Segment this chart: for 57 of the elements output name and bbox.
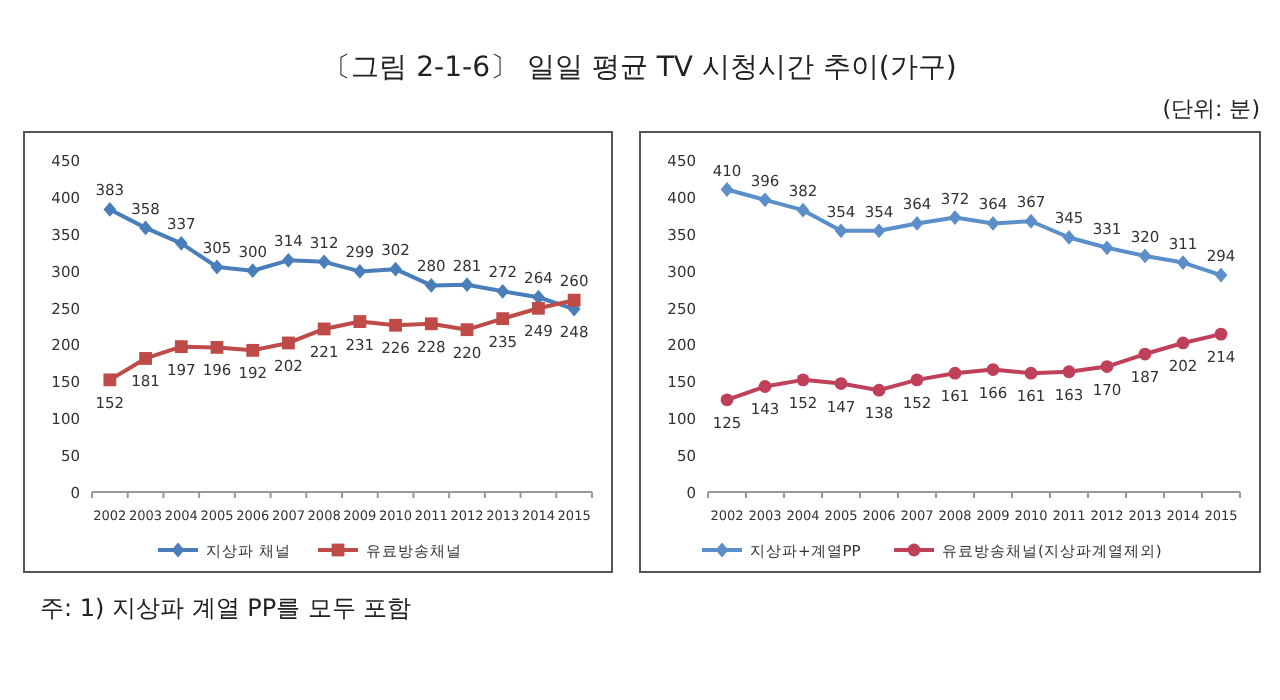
point [424, 278, 438, 293]
point [246, 343, 260, 357]
point [282, 252, 295, 268]
point [1062, 230, 1076, 245]
point [424, 317, 438, 331]
point [986, 216, 1000, 231]
point [210, 341, 224, 354]
point [1024, 366, 1038, 380]
point [796, 373, 810, 387]
text: (단위: 분) [1162, 96, 1260, 122]
point [139, 352, 152, 365]
point [1176, 336, 1190, 350]
point [210, 259, 224, 275]
point [532, 301, 545, 315]
point [174, 340, 188, 354]
point [460, 323, 474, 337]
point [834, 377, 848, 390]
point [389, 318, 402, 332]
point [758, 380, 772, 393]
point [1176, 255, 1190, 270]
point [246, 263, 260, 279]
point [948, 210, 962, 225]
text: 주: 1) 지상파 계열 PP를 모두 포함 [40, 594, 412, 622]
point [389, 261, 402, 277]
point [948, 366, 962, 380]
point [496, 312, 510, 326]
point [1024, 213, 1038, 229]
point [1062, 365, 1076, 379]
point [1100, 240, 1114, 256]
point [1138, 248, 1152, 264]
point [1138, 347, 1152, 361]
point [174, 235, 188, 251]
point [353, 264, 367, 279]
chart-title: 〔그림 2-1-6〕 일일 평균 TV 시청시간 추이(가구) [323, 52, 957, 84]
point [1100, 360, 1114, 373]
point [1214, 267, 1228, 283]
point [282, 336, 295, 350]
point [496, 283, 510, 299]
point [317, 322, 331, 336]
point [910, 216, 924, 231]
point [1214, 327, 1228, 341]
point [720, 182, 734, 197]
point [139, 220, 152, 236]
point [910, 373, 924, 387]
point [103, 373, 117, 387]
point [758, 192, 772, 208]
point [872, 383, 886, 397]
point [103, 202, 117, 217]
point [460, 277, 474, 293]
point [986, 363, 1000, 376]
point [353, 315, 367, 328]
point [872, 223, 886, 239]
point [317, 254, 331, 270]
point [796, 202, 810, 218]
point [834, 223, 848, 239]
point [567, 293, 581, 307]
point [720, 393, 734, 407]
